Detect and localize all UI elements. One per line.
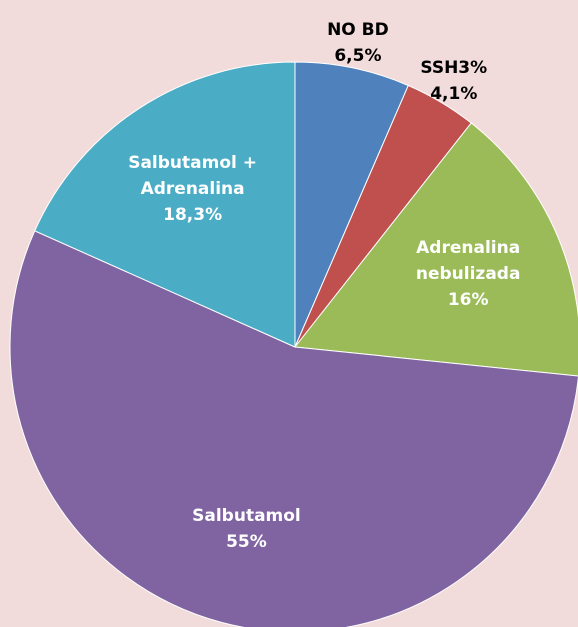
value-label: 16% [447, 289, 489, 310]
value-label: 18,3% [163, 205, 223, 226]
category-label: SSH3% [420, 57, 488, 78]
slice-label: SSH3% 4,1% [379, 55, 529, 107]
value-label: 4,1% [430, 83, 478, 104]
pie-slice [9, 230, 578, 627]
slice-label: NO BD 6,5% [283, 17, 433, 69]
category-label: Adrenalina nebulizada [415, 237, 521, 284]
value-label: 6,5% [334, 46, 382, 67]
pie-slice [294, 122, 578, 377]
category-label: Salbutamol + Adrenalina [128, 153, 258, 200]
slice-label: Adrenalina nebulizada 16% [403, 235, 533, 313]
slice-label: Salbutamol + Adrenalina 18,3% [128, 150, 258, 228]
category-label: Salbutamol [192, 505, 301, 526]
category-label: NO BD [327, 20, 389, 41]
pie-slice [34, 61, 296, 348]
pie-slice [294, 61, 409, 348]
slice-label: Salbutamol 55% [181, 503, 311, 555]
value-label: 55% [226, 531, 267, 552]
